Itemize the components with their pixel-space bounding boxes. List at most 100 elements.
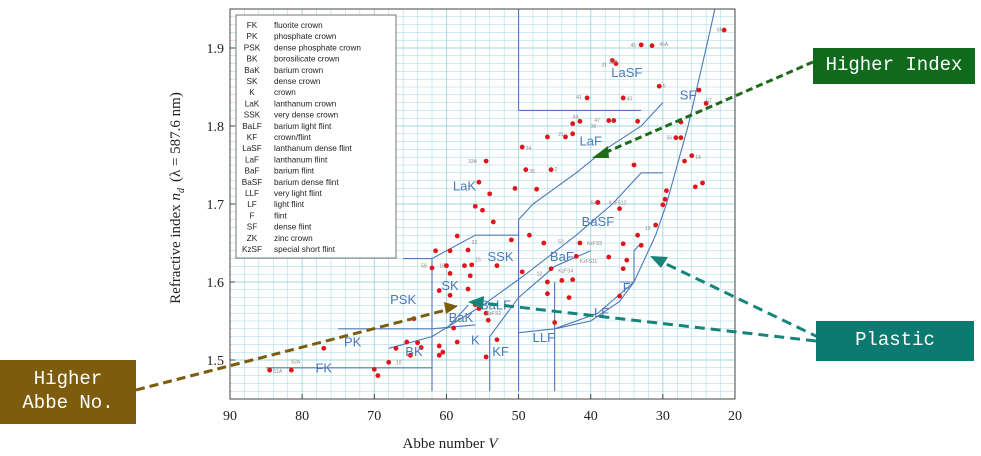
glass-point [570, 277, 576, 283]
glass-point [577, 240, 583, 246]
glass-point [692, 184, 698, 190]
glass-point [638, 42, 644, 48]
glass-point-label: 40 [627, 97, 633, 103]
glass-point [664, 188, 669, 194]
glass-point-label: 10 [396, 360, 402, 366]
glass-point [480, 207, 485, 213]
plastic-arrow-lower [481, 301, 817, 343]
y-tick-label: 1.5 [207, 354, 225, 369]
glass-point [288, 367, 294, 373]
glass-point-label: 19 [645, 226, 651, 232]
glass-point [465, 286, 471, 292]
glass-point [566, 295, 572, 300]
glass-point-label: 22 [472, 240, 478, 246]
legend-desc: lanthanum crown [274, 99, 337, 108]
legend-desc: very light flint [274, 189, 323, 198]
glass-point [613, 61, 619, 66]
glass-point [444, 263, 449, 269]
glass-point [552, 320, 558, 325]
region-boundary-line [554, 8, 716, 330]
legend-abbr: SK [247, 77, 258, 86]
glass-point [559, 278, 565, 283]
higher-abbe-callout: Higher Abbe No. [0, 360, 136, 424]
glass-point [447, 271, 453, 276]
glass-point [700, 180, 705, 186]
region-label: PSK [390, 292, 416, 307]
glass-point [548, 167, 554, 173]
glass-point-label: 66 [717, 27, 723, 33]
glass-point [584, 95, 590, 101]
region-label: LaSF [611, 65, 642, 80]
x-axis-ticks: 90 80 70 60 50 40 30 20 [223, 394, 742, 424]
glass-point [375, 373, 381, 378]
region-label: BK [405, 344, 423, 359]
x-tick-label: 70 [367, 409, 381, 424]
glass-point [469, 262, 475, 268]
legend-abbr: LF [247, 200, 257, 209]
x-tick-label: 50 [512, 409, 526, 424]
legend-abbr: PK [247, 32, 258, 41]
glass-point-label: 31A [609, 59, 619, 65]
glass-point-label: 56 [666, 136, 672, 142]
region-label: F [623, 280, 631, 295]
region-label: LaF [580, 134, 602, 149]
legend-abbr: LaF [245, 155, 259, 164]
glass-point [436, 343, 442, 349]
glass-point-label: 51A [273, 369, 283, 375]
plastic-arrow-upper [661, 260, 821, 340]
legend-desc: phosphate crown [274, 32, 337, 41]
legend-abbr: LaK [245, 99, 260, 108]
glass-point-label: KzFS11 [580, 259, 598, 265]
glass-point [620, 241, 626, 247]
glass-point [545, 279, 550, 285]
plastic-arrowhead-upper [650, 256, 668, 268]
legend-abbr: KF [247, 133, 257, 142]
legend-abbr: LLF [245, 189, 259, 198]
legend-desc: barium crown [274, 66, 324, 75]
legend-desc: lanthanum dense flint [274, 144, 353, 153]
glass-point-label: 31 [602, 62, 608, 68]
legend-desc: borosilicate crown [274, 55, 340, 64]
region-label: BaF [550, 249, 574, 264]
plastic-callout: Plastic [816, 321, 974, 361]
higher-index-arrowhead [592, 146, 609, 158]
glass-point-label: 15 [475, 257, 481, 263]
glass-point [454, 339, 460, 345]
higher-abbe-arrow [135, 308, 447, 392]
glass-data-points [267, 27, 727, 378]
glass-point [609, 58, 615, 63]
glass-point [526, 232, 532, 238]
glass-point [508, 237, 514, 243]
glass-point [573, 253, 579, 259]
glass-point [393, 345, 399, 351]
glass-point [523, 167, 529, 173]
glass-point [577, 118, 583, 124]
glass-point [617, 206, 622, 212]
glass-point [678, 135, 684, 141]
glass-point [624, 257, 630, 263]
legend-desc: lanthanum flint [274, 155, 328, 164]
glass-point [673, 135, 679, 141]
glass-point-label: 64 [591, 200, 597, 206]
glass-point [545, 134, 550, 140]
region-label: PK [344, 335, 362, 350]
glass-point-label: 2 [555, 167, 558, 173]
glass-point-label: KzFS12 [609, 200, 627, 206]
glass-point [635, 232, 641, 238]
legend-abbr: FK [247, 21, 258, 30]
glass-point [485, 317, 491, 323]
legend-abbr: BaLF [242, 122, 262, 131]
region-label: SK [441, 278, 459, 293]
glass-point-label: 53 [558, 239, 564, 245]
glass-point [483, 310, 489, 316]
glass-point [447, 292, 453, 298]
glass-point [595, 200, 601, 205]
legend-desc: dense flint [274, 223, 312, 232]
y-tick-label: 1.8 [207, 120, 225, 135]
glass-point [494, 263, 500, 269]
glass-point [541, 240, 547, 246]
glass-point [415, 340, 420, 346]
